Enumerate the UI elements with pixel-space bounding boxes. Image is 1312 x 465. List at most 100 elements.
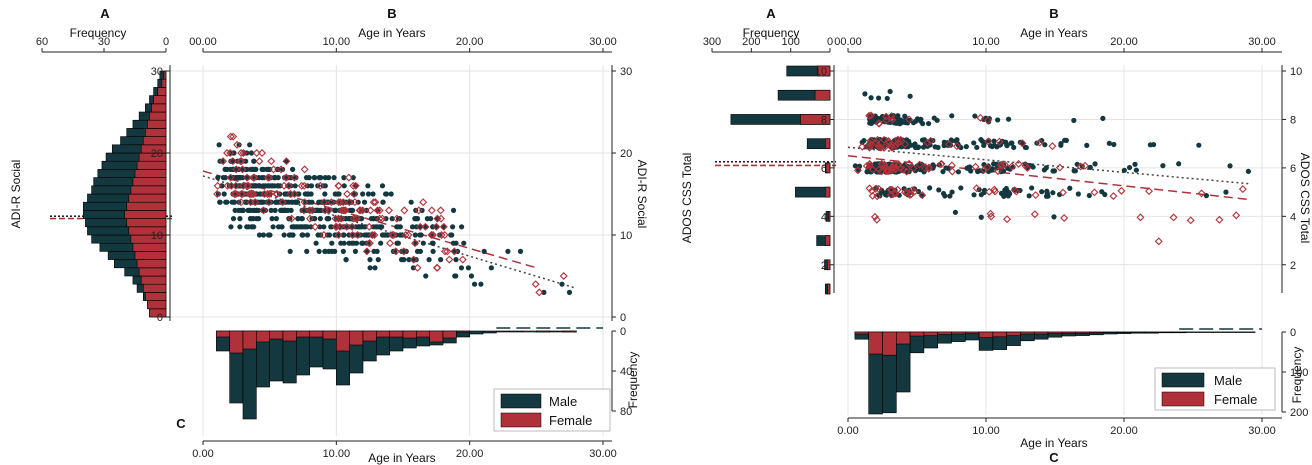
female-point	[882, 166, 891, 175]
male-point	[920, 121, 926, 127]
female-point	[924, 164, 933, 173]
female-point	[867, 186, 876, 195]
male-point	[1063, 137, 1069, 144]
female-point	[976, 113, 985, 122]
hist-c-male-bar	[482, 330, 497, 334]
male-point	[410, 265, 417, 271]
female-point	[884, 137, 893, 146]
female-point	[282, 157, 291, 166]
hist-c-female-bar	[964, 331, 980, 334]
male-point	[1106, 140, 1112, 146]
male-point	[458, 265, 465, 271]
female-point	[226, 173, 235, 182]
female-point	[1215, 215, 1224, 224]
female-point	[370, 231, 379, 239]
female-point	[1197, 189, 1206, 198]
female-point	[243, 173, 252, 182]
female-point	[433, 214, 442, 223]
hist-c-female-bar	[256, 330, 270, 343]
male-point	[216, 142, 222, 148]
female-point	[251, 198, 260, 207]
female-point	[300, 198, 309, 207]
female-point	[277, 165, 285, 174]
male-point	[255, 207, 261, 213]
female-point	[443, 247, 452, 256]
hist-a-female-bar	[163, 70, 167, 80]
male-point	[279, 224, 285, 230]
left-histogram-c	[216, 330, 577, 420]
male-point	[978, 136, 984, 143]
hist-c-female-bar	[522, 330, 537, 333]
male-point	[1004, 143, 1010, 149]
male-point	[448, 232, 454, 238]
male-point	[874, 118, 880, 124]
male-point	[991, 142, 997, 148]
male-point	[1176, 161, 1182, 167]
male-point	[275, 175, 281, 181]
bottom-x-tick-label: 20.00	[1110, 425, 1138, 437]
female-point	[888, 185, 897, 194]
male-point	[281, 232, 287, 238]
female-point	[378, 214, 387, 223]
female-point	[874, 184, 883, 193]
female-point	[858, 142, 867, 151]
female-point	[985, 187, 994, 196]
female-point	[1055, 163, 1064, 172]
male-point	[268, 207, 274, 213]
male-point	[290, 232, 296, 238]
female-point	[862, 161, 871, 170]
female-point	[414, 206, 423, 215]
left-y-tick-label: 8	[821, 114, 827, 126]
top-x-tick-label: 00.00	[834, 36, 862, 48]
male-point	[375, 257, 381, 263]
female-point	[440, 231, 449, 239]
left-y-tick-label: 10	[815, 66, 827, 78]
female-point	[1030, 210, 1039, 219]
hist-a-female-bar	[824, 186, 831, 198]
female-point	[559, 272, 568, 280]
male-point	[1022, 144, 1029, 151]
female-point	[246, 190, 255, 198]
male-point	[971, 192, 977, 198]
male-point	[1223, 189, 1229, 195]
male-point	[862, 91, 868, 97]
female-point	[441, 247, 449, 256]
male-point	[468, 273, 475, 279]
male-point	[981, 142, 987, 149]
female-point	[223, 149, 232, 157]
male-point	[1050, 190, 1056, 196]
male-point	[251, 158, 257, 164]
female-point	[219, 157, 228, 166]
male-point	[1067, 185, 1073, 191]
male-point	[329, 240, 335, 246]
female-point	[427, 206, 436, 215]
female-point	[371, 198, 380, 207]
male-point	[1005, 116, 1012, 122]
male-point	[437, 232, 443, 238]
female-point	[299, 206, 308, 215]
male-point	[329, 248, 335, 254]
female-point	[896, 164, 905, 173]
male-point	[260, 232, 267, 238]
female-point	[297, 181, 306, 190]
male-point	[1043, 165, 1049, 171]
male-point	[912, 144, 919, 151]
female-point	[351, 181, 360, 190]
male-point	[256, 175, 262, 181]
hist-c-male-bar	[496, 330, 510, 333]
hist-c-tick-label: 200	[1290, 407, 1308, 419]
hist-a-female-bar	[145, 292, 167, 301]
hist-c-tick-label: 40	[620, 366, 632, 378]
male-point	[295, 216, 301, 222]
female-fit-line	[847, 155, 1249, 201]
hist-c-female-bar	[937, 331, 952, 335]
right-y-tick-label: 30	[620, 66, 632, 78]
male-point	[958, 185, 964, 191]
male-point	[282, 207, 289, 213]
male-point	[488, 265, 494, 271]
hist-c-female-bar	[1075, 331, 1090, 334]
male-point	[426, 257, 432, 263]
male-point	[907, 93, 913, 99]
male-point	[1042, 142, 1048, 148]
male-point	[991, 161, 997, 167]
